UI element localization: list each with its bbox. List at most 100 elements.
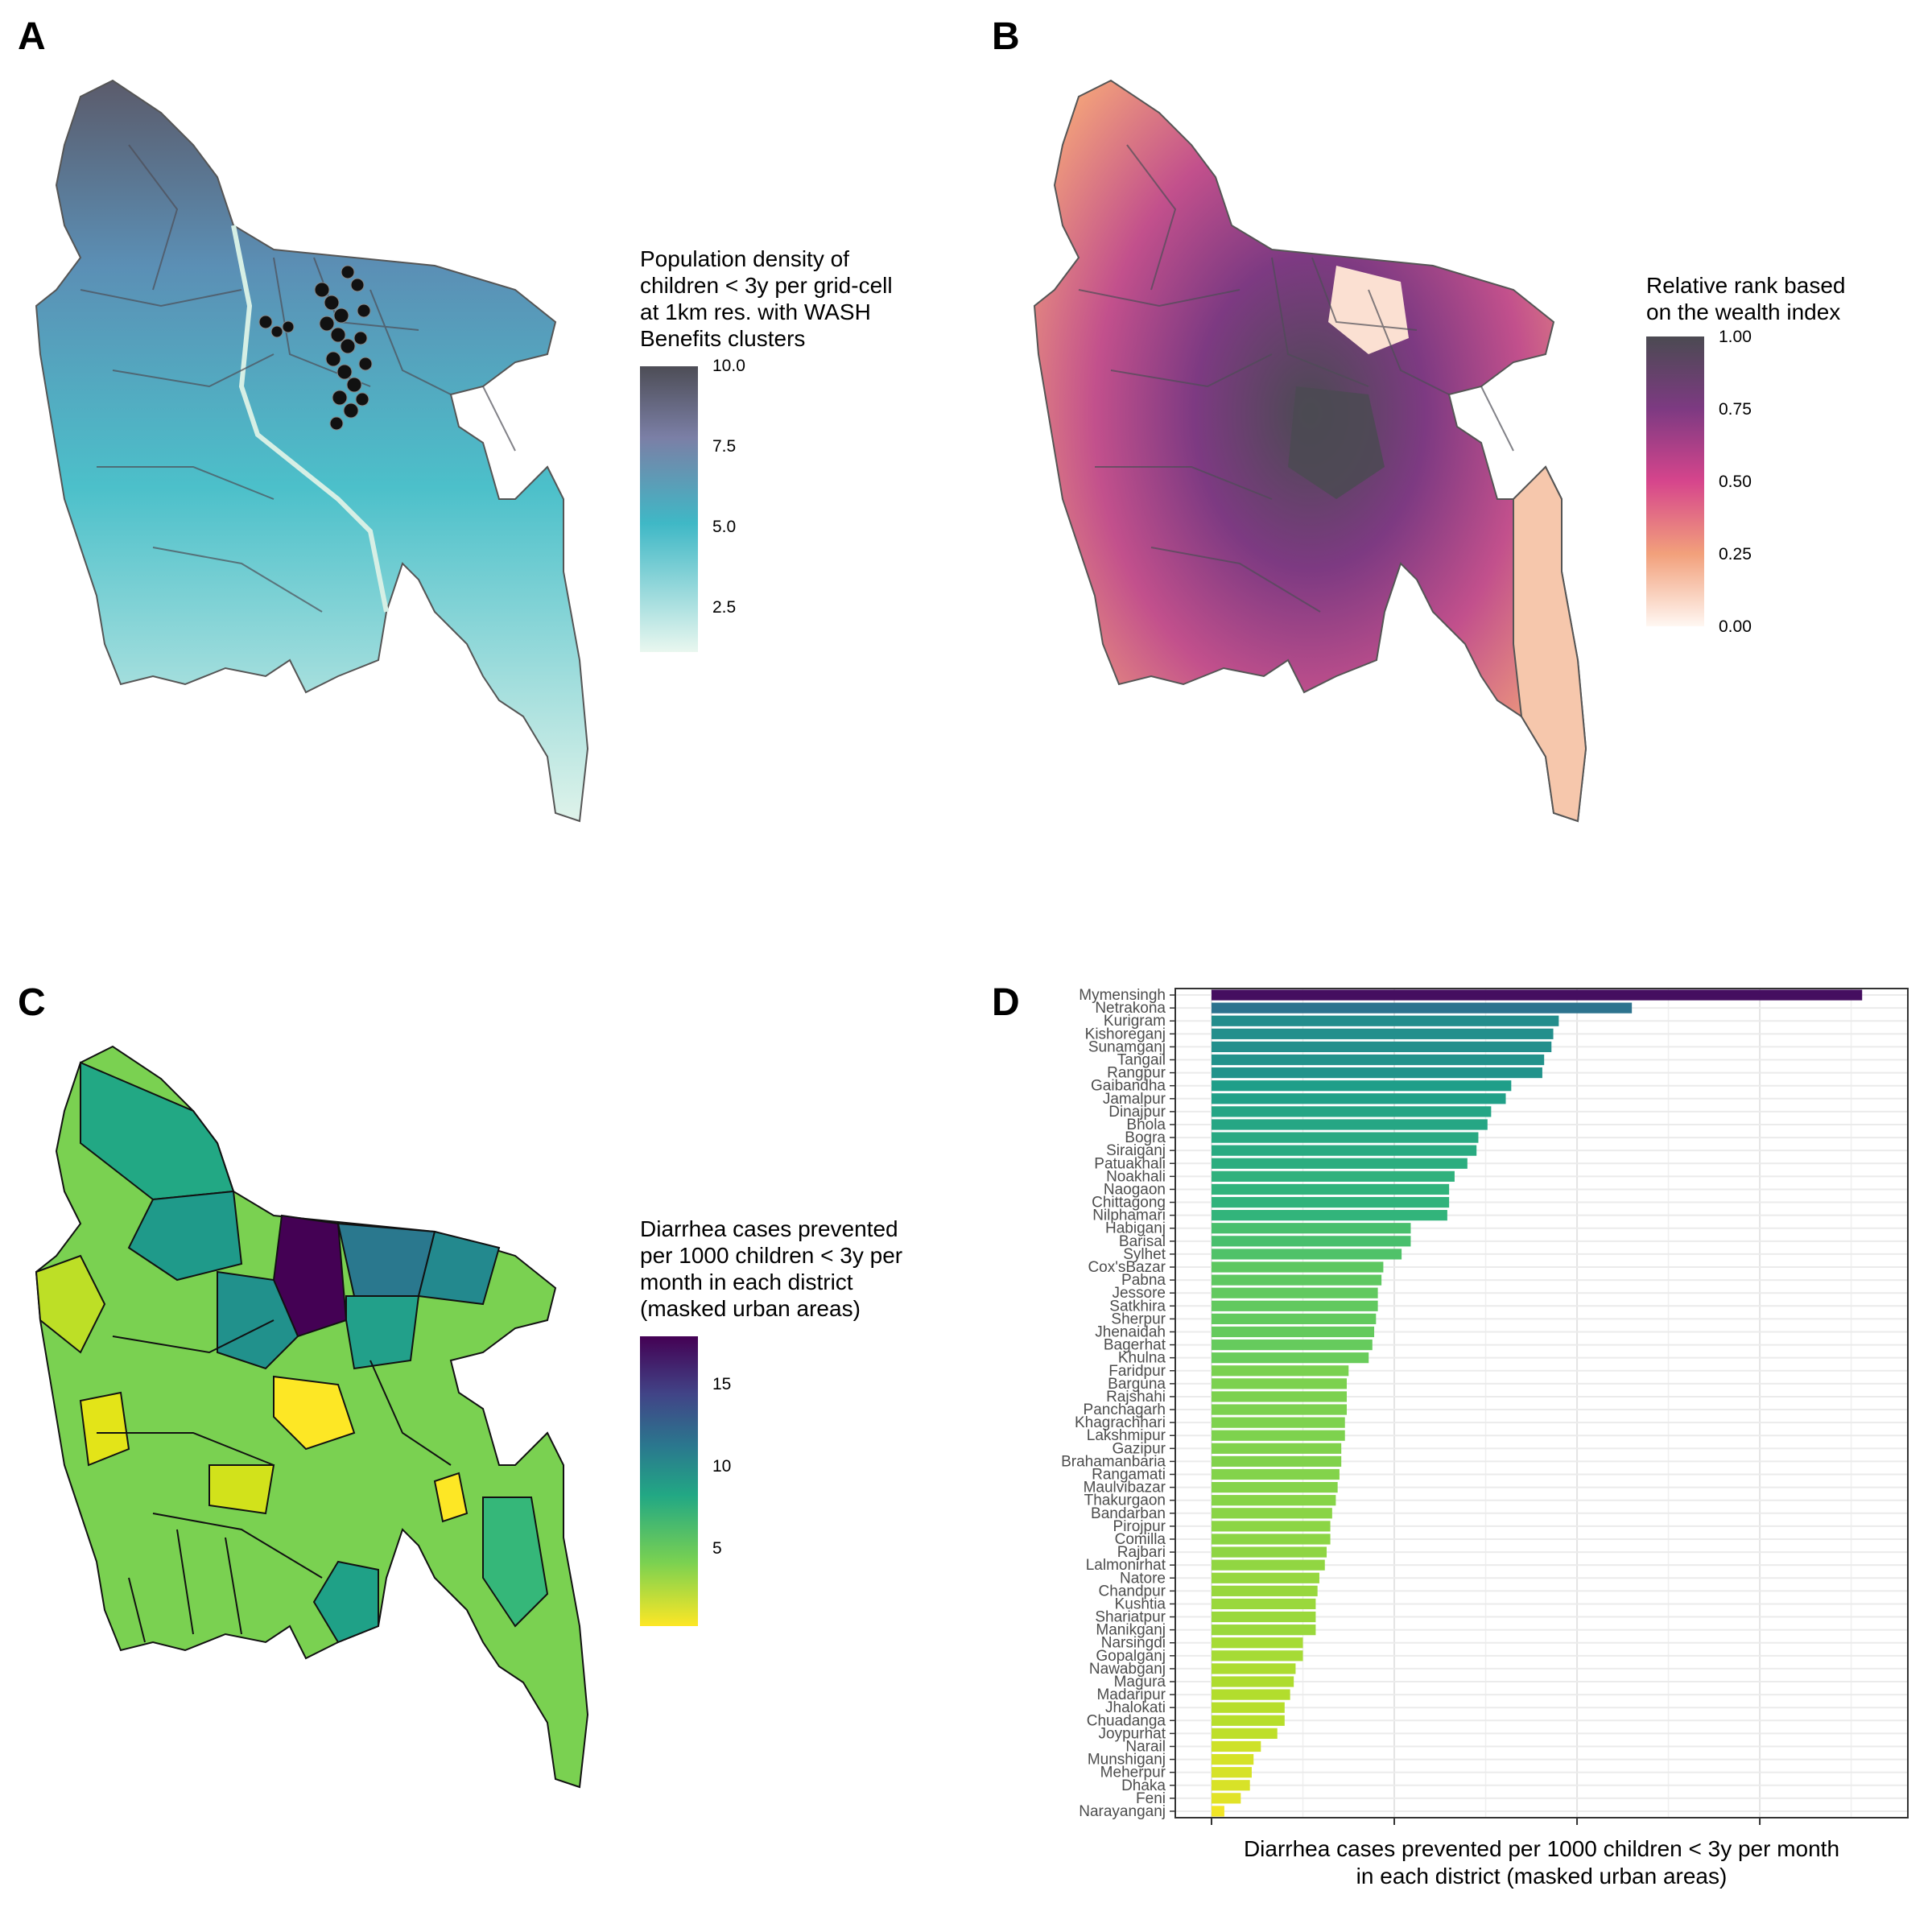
bar-narayanganj — [1212, 1806, 1224, 1817]
category-label: Barguna — [1108, 1376, 1166, 1393]
category-label: Munshiganj — [1088, 1752, 1166, 1769]
legend-b-tick-0-25: 0.25 — [1719, 545, 1752, 564]
category-label: Rajbari — [1117, 1544, 1166, 1561]
category-label: Narail — [1125, 1738, 1166, 1755]
bar-meherpur — [1212, 1767, 1252, 1778]
bar-joypurhat — [1212, 1728, 1278, 1739]
category-label: Meherpur — [1100, 1765, 1166, 1781]
legend-b-tick-0-50: 0.50 — [1719, 473, 1752, 491]
bar-chart-d: MymensinghNetrakonaKurigramKishoreganjSu… — [1061, 987, 1909, 1889]
category-label: Lakshmipur — [1087, 1427, 1166, 1444]
category-label: Thakurgaon — [1084, 1492, 1166, 1509]
bar-barisal — [1212, 1236, 1411, 1247]
bar-noakhali — [1212, 1170, 1455, 1182]
category-label: Chandpur — [1099, 1583, 1166, 1600]
map-c-diarrhea-cases — [35, 1045, 589, 1789]
category-label: Tangail — [1117, 1052, 1166, 1069]
bar-maulvibazar — [1212, 1482, 1338, 1493]
bar-rangamati — [1212, 1468, 1340, 1480]
map-b-light-patch — [1328, 266, 1409, 354]
bar-rangpur — [1212, 1067, 1542, 1079]
category-label: Brahamanbaria — [1061, 1453, 1166, 1470]
bar-natore — [1212, 1572, 1319, 1583]
bar-naogaon — [1212, 1183, 1450, 1195]
category-label: Pirojpur — [1113, 1518, 1166, 1535]
map-c-district-madaripur — [208, 1464, 275, 1515]
map-c-district-dhaka — [273, 1375, 356, 1451]
bar-rajbari — [1212, 1546, 1327, 1558]
legend-a-tick-2-5: 2.5 — [712, 598, 737, 617]
bar-bandarban — [1212, 1508, 1332, 1519]
category-label: Gazipur — [1112, 1440, 1166, 1457]
category-label: Rangamati — [1092, 1467, 1166, 1484]
legend-b-tick-0-00: 0.00 — [1719, 617, 1752, 636]
legend-c-tick-10: 10 — [712, 1457, 732, 1476]
bar-sherpur — [1212, 1313, 1377, 1324]
bar-lakshmipur — [1212, 1430, 1345, 1441]
legend-c-title: Diarrhea cases prevented per 1000 childr… — [640, 1216, 978, 1322]
category-label: Chuadanga — [1087, 1712, 1166, 1729]
map-a-country-shape — [35, 79, 589, 823]
map-c-district-kurigram — [127, 1190, 243, 1282]
bar-manikganj — [1212, 1624, 1316, 1636]
legend-c-colorbar — [640, 1336, 698, 1626]
legend-c-title-line-4: (masked urban areas) — [640, 1296, 861, 1321]
bar-jhenaidah — [1212, 1326, 1375, 1338]
category-label: Naogaon — [1104, 1181, 1166, 1198]
bar-gopalganj — [1212, 1650, 1303, 1662]
bar-magura — [1212, 1676, 1294, 1687]
bar-chart-x-label-line-2: in each district (masked urban areas) — [1356, 1864, 1728, 1889]
legend-a-tick-5: 5.0 — [712, 518, 737, 536]
category-label: Jhenaidah — [1095, 1323, 1166, 1340]
map-c-district-feni — [433, 1472, 469, 1523]
map-c-district-tangail — [217, 1270, 299, 1370]
map-c-district-mymensingh — [272, 1214, 348, 1338]
bar-munshiganj — [1212, 1753, 1254, 1765]
category-label: Kishoreganj — [1085, 1026, 1166, 1042]
legend-b-title: Relative rank based on the wealth index — [1646, 272, 1932, 325]
legend-a-title: Population density of children < 3y per … — [640, 246, 978, 352]
category-label: Kushtia — [1115, 1596, 1166, 1612]
category-label: Satkhira — [1109, 1298, 1166, 1315]
category-label: Bogra — [1125, 1129, 1166, 1146]
bar-netrakona — [1212, 1002, 1633, 1013]
bar-lalmonirhat — [1212, 1559, 1325, 1571]
category-label: Nawabganj — [1089, 1661, 1166, 1678]
bar-tangail — [1212, 1054, 1545, 1066]
category-label: Narsingdi — [1101, 1635, 1166, 1652]
category-label: Khagrachhari — [1075, 1414, 1166, 1431]
bar-mymensingh — [1212, 989, 1863, 1001]
legend-b-colorbar — [1646, 336, 1704, 626]
category-label: Nilphamari — [1092, 1208, 1166, 1224]
category-label: Noakhali — [1106, 1168, 1166, 1185]
category-label: Netrakona — [1095, 1000, 1166, 1017]
bar-nilphamari — [1212, 1210, 1447, 1221]
map-b-southeast-region — [1513, 465, 1587, 823]
map-a-population-density — [35, 79, 589, 823]
legend-b-tick-1-00: 1.00 — [1719, 328, 1752, 346]
legend-a-title-line-1: Population density of — [640, 246, 849, 271]
category-label: Khulna — [1118, 1350, 1166, 1367]
legend-b-title-line-2: on the wealth index — [1646, 299, 1841, 324]
category-label: Rangpur — [1107, 1065, 1166, 1082]
legend-a-colorbar — [640, 366, 698, 652]
category-label: Joypurhat — [1099, 1725, 1166, 1742]
category-label: Patuakhali — [1094, 1155, 1166, 1172]
category-label: Panchagarh — [1084, 1402, 1166, 1418]
bar-satkhira — [1212, 1300, 1378, 1311]
map-c-district-sunamganj — [417, 1230, 501, 1306]
map-c-district-bhola — [312, 1560, 379, 1644]
category-label: Feni — [1136, 1790, 1166, 1807]
bar-dinajpur — [1212, 1106, 1492, 1117]
bar-brahamanbaria — [1212, 1455, 1342, 1468]
panel-label-b: B — [992, 15, 1020, 58]
bar-barguna — [1212, 1378, 1347, 1389]
bar-chart-x-ticks — [1170, 994, 1761, 1825]
bar-chart-x-label-line-1: Diarrhea cases prevented per 1000 childr… — [1244, 1836, 1839, 1861]
map-a-wash-clusters — [258, 265, 373, 431]
panel-label-a: A — [18, 15, 46, 58]
bar-kishoreganj — [1212, 1028, 1554, 1039]
bar-narail — [1212, 1740, 1261, 1752]
bar-chandpur — [1212, 1585, 1318, 1596]
legend-b-title-line-1: Relative rank based — [1646, 273, 1846, 298]
